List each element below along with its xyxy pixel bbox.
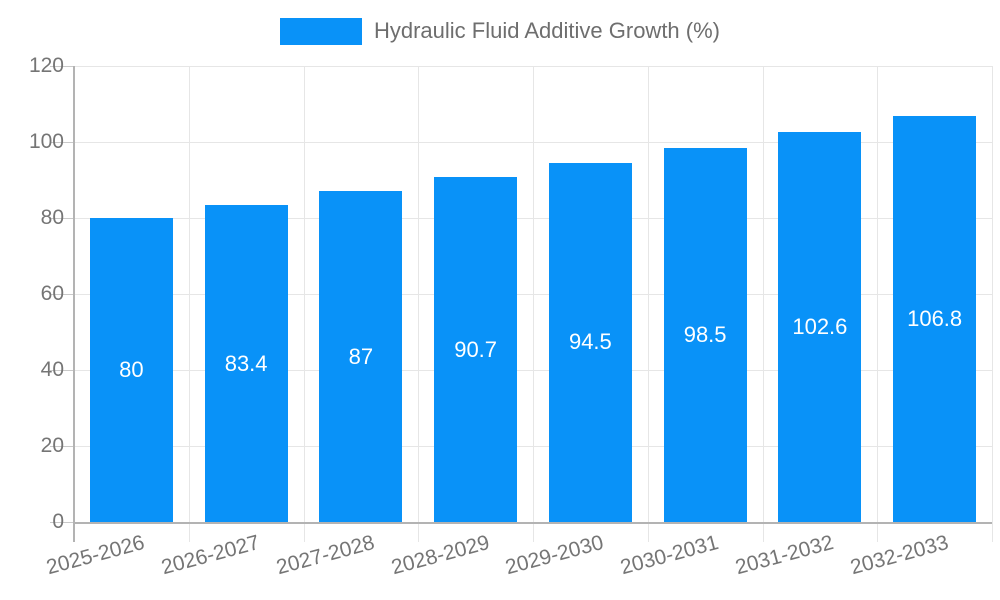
x-axis-tick (877, 522, 879, 542)
y-axis-label: 40 (40, 358, 64, 381)
y-axis-tick (50, 370, 74, 371)
y-axis-tick (50, 294, 74, 295)
y-axis-tick (50, 446, 74, 447)
legend-swatch (279, 17, 362, 45)
y-axis-tick (50, 522, 74, 523)
bar: 98.5 (663, 147, 747, 522)
x-gridline (877, 66, 879, 522)
x-gridline (992, 66, 993, 522)
bar-value-label: 94.5 (568, 329, 612, 355)
legend-label: Hydraulic Fluid Additive Growth (%) (373, 18, 720, 43)
x-axis-tick (992, 522, 993, 542)
y-axis-label: 80 (40, 206, 64, 229)
y-axis-tick (50, 218, 74, 219)
bar-value-label: 83.4 (224, 350, 268, 376)
y-axis-label: 100 (28, 130, 64, 153)
x-gridline (303, 66, 305, 522)
y-axis-line (73, 66, 75, 542)
x-axis-tick (418, 522, 420, 542)
bar-value-label: 102.6 (792, 314, 848, 340)
x-axis-tick (533, 522, 534, 542)
bar: 106.8 (893, 116, 977, 522)
y-axis-label: 20 (40, 434, 64, 457)
bar-value-label: 87 (348, 343, 374, 369)
bar-value-label: 98.5 (683, 321, 727, 347)
bar-value-label: 106.8 (907, 306, 963, 332)
bar: 87 (319, 191, 403, 522)
bar: 102.6 (778, 132, 862, 522)
chart-legend: Hydraulic Fluid Additive Growth (%) (0, 16, 1000, 46)
y-axis-label: 120 (28, 54, 64, 77)
x-gridline (188, 66, 190, 522)
y-axis-label: 60 (40, 282, 64, 305)
x-gridline (418, 66, 420, 522)
bar: 80 (89, 218, 173, 522)
y-axis-tick (50, 142, 74, 143)
x-gridline (647, 66, 649, 522)
x-gridline (533, 66, 534, 522)
x-axis-tick (188, 522, 190, 542)
x-axis-line (74, 522, 992, 524)
bar: 90.7 (434, 177, 518, 522)
x-axis-tick (762, 522, 764, 542)
bar-value-label: 90.7 (454, 336, 498, 362)
bar: 94.5 (548, 162, 632, 522)
plot-area: 80 83.4 87 90.7 94.5 98.5 102.6 106.8 0 20 40 60 80 1… (29, 54, 993, 579)
x-axis-tick (303, 522, 305, 542)
bar-value-label: 80 (119, 357, 144, 382)
y-axis-label: 0 (52, 510, 64, 533)
bar: 83.4 (204, 205, 288, 522)
y-axis-tick (50, 66, 74, 67)
x-gridline (762, 66, 764, 522)
x-axis-tick (647, 522, 649, 542)
